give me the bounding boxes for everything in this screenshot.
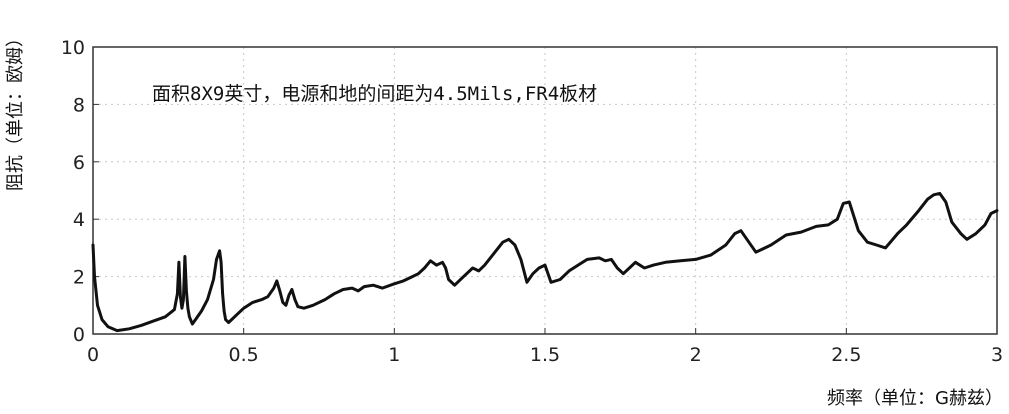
x-tick-label: 1.5 (530, 344, 560, 366)
y-tick-label: 2 (73, 267, 85, 289)
grid-lines (93, 47, 997, 334)
y-axis-label: 阻抗（单位：欧姆） (5, 29, 26, 191)
x-tick-label: 0.5 (229, 344, 259, 366)
plot-frame (92, 46, 998, 335)
x-tick-label: 2 (690, 344, 702, 366)
y-tick-label: 0 (73, 324, 85, 346)
x-tick-label: 1 (388, 344, 400, 366)
y-tick-labels: 0 2 4 6 8 10 (61, 37, 85, 346)
x-tick-label: 3 (991, 344, 1003, 366)
chart-annotation: 面积8X9英寸，电源和地的间距为4.5Mils,FR4板材 (152, 83, 597, 105)
x-tick-labels: 0 0.5 1 1.5 2 2.5 3 (87, 344, 1003, 366)
impedance-series-line (91, 191, 999, 333)
y-tick-label: 10 (61, 37, 85, 59)
y-tick-label: 6 (73, 152, 85, 174)
x-tick-label: 2.5 (831, 344, 861, 366)
x-tick-label: 0 (87, 344, 99, 366)
y-tick-label: 8 (73, 94, 85, 116)
y-tick-label: 4 (73, 209, 85, 231)
x-axis-label: 频率（单位：G赫兹） (827, 388, 1003, 409)
